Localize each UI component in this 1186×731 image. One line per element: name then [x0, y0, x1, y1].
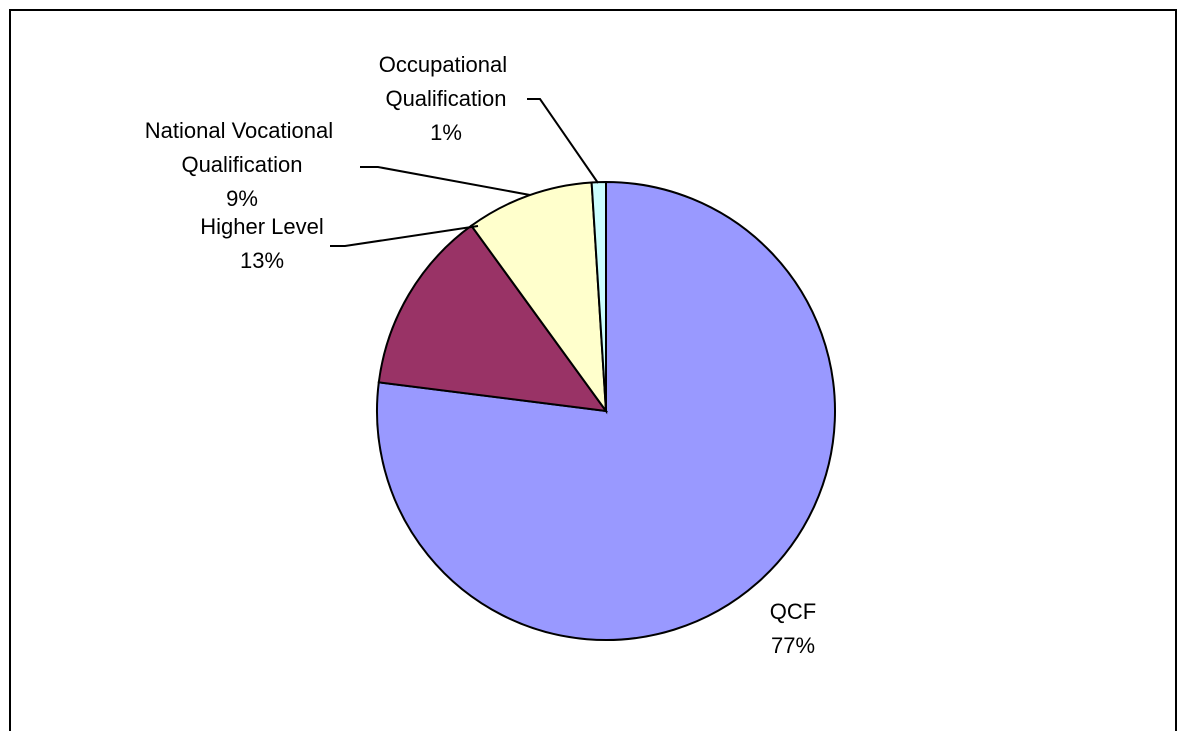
slice-label: National Vocational Qualification — [145, 118, 339, 177]
slice-label: Higher Level — [200, 214, 324, 239]
slice-value-label: 13% — [240, 248, 284, 273]
leader-line — [330, 225, 479, 247]
slice-value-label: 1% — [430, 120, 462, 145]
pie-slice — [377, 224, 609, 413]
leader-line — [527, 98, 599, 184]
pie-slice — [376, 180, 836, 641]
leader-line — [360, 166, 531, 196]
pie-slice — [590, 180, 607, 412]
slice-value-label: 77% — [771, 633, 815, 658]
slice-label: QCF — [770, 599, 816, 624]
slice-label: Occupational Qualification — [379, 52, 514, 111]
slice-value-label: 9% — [226, 186, 258, 211]
